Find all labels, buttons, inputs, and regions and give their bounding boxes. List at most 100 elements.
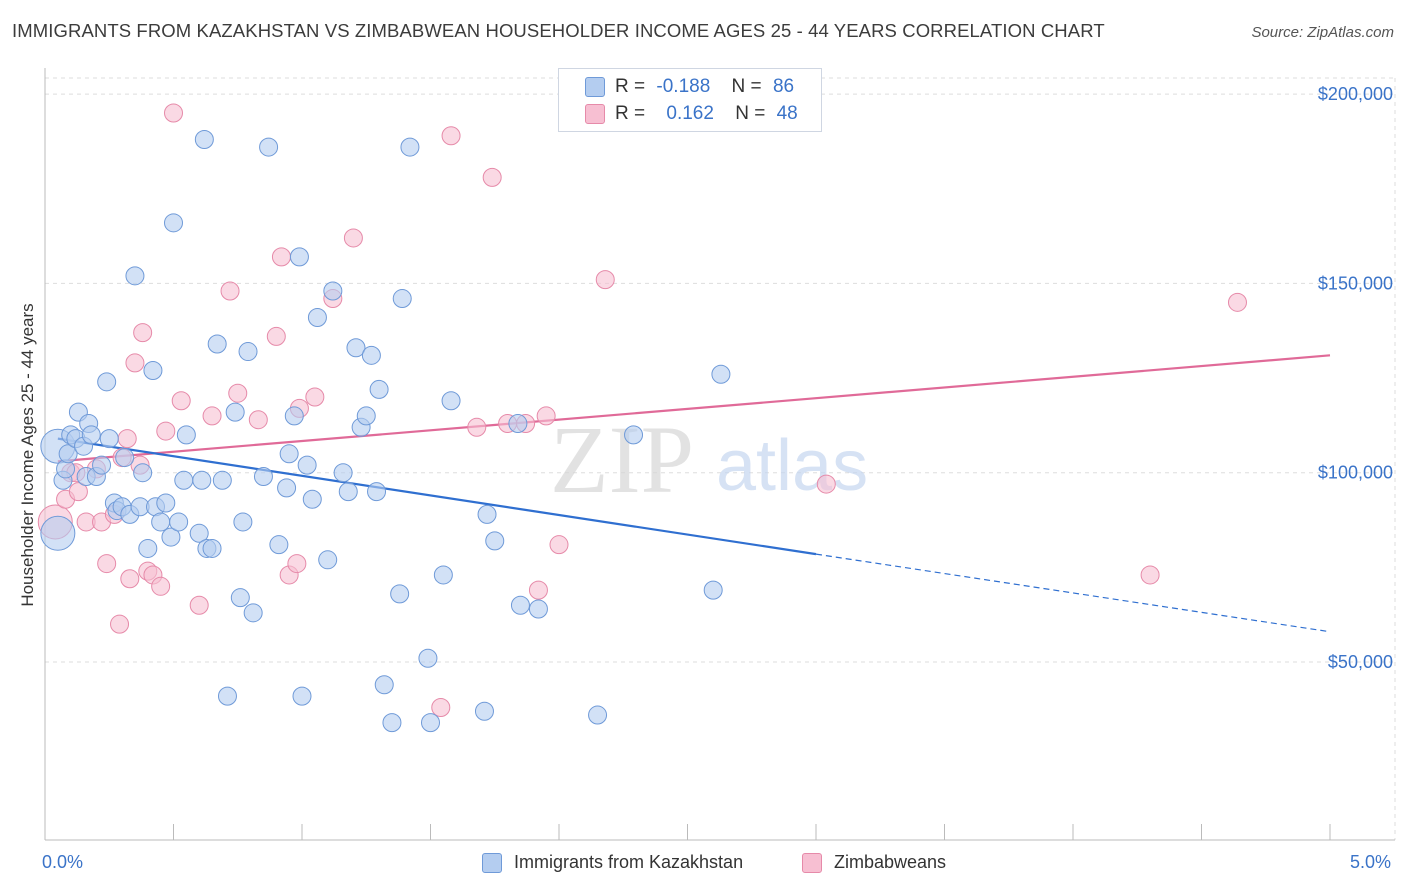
legend-item-zimbabwe[interactable]: Zimbabweans (802, 852, 946, 873)
point-kazakhstan (156, 493, 176, 513)
point-zimbabwe (266, 326, 286, 346)
chart-title: IMMIGRANTS FROM KAZAKHSTAN VS ZIMBABWEAN… (12, 20, 1105, 41)
y-tick-labels: $50,000 $100,000 $150,000 $200,000 (1318, 84, 1393, 672)
point-kazakhstan (81, 425, 101, 445)
correlation-legend: R = -0.188 N = 86 R = 0.162 N = 48 (558, 68, 822, 132)
legend-row-zimbabwe-text: R = 0.162 N = 48 (615, 103, 798, 125)
point-zimbabwe (482, 167, 502, 187)
point-kazakhstan (367, 482, 387, 502)
point-zimbabwe (343, 228, 363, 248)
point-kazakhstan (230, 588, 250, 608)
point-zimbabwe (1227, 292, 1247, 312)
point-kazakhstan (289, 247, 309, 267)
trend-line-kazakhstan-extrapolated (815, 553, 1331, 633)
point-zimbabwe (117, 429, 137, 449)
point-zimbabwe (68, 482, 88, 502)
y-tick-label: $100,000 (1318, 463, 1393, 483)
trend-line-zimbabwe (57, 354, 1331, 463)
point-kazakhstan (143, 360, 163, 380)
data-points (37, 103, 1247, 733)
legend-label-kazakhstan: Immigrants from Kazakhstan (514, 852, 744, 872)
n-label: N = (735, 103, 766, 124)
point-kazakhstan (297, 455, 317, 475)
point-zimbabwe (151, 576, 171, 596)
point-kazakhstan (125, 266, 145, 286)
point-kazakhstan (202, 538, 222, 558)
point-zimbabwe (202, 406, 222, 426)
kazakhstan-swatch (482, 852, 502, 873)
point-kazakhstan (115, 448, 135, 468)
point-kazakhstan (346, 338, 366, 358)
point-kazakhstan (279, 444, 299, 464)
point-kazakhstan (217, 686, 237, 706)
y-tick-label: $200,000 (1318, 84, 1393, 104)
point-zimbabwe (441, 126, 461, 146)
point-zimbabwe (220, 281, 240, 301)
watermark-atlas: atlas (716, 426, 868, 506)
point-kazakhstan (528, 599, 548, 619)
point-kazakhstan (192, 470, 212, 490)
legend-label-zimbabwe: Zimbabweans (834, 852, 947, 872)
point-kazakhstan (233, 512, 253, 532)
point-zimbabwe (549, 535, 569, 555)
point-zimbabwe (305, 387, 325, 407)
point-kazakhstan (302, 489, 322, 509)
point-zimbabwe (431, 697, 451, 717)
point-kazakhstan (207, 334, 227, 354)
point-kazakhstan (92, 455, 112, 475)
point-zimbabwe (189, 595, 209, 615)
point-zimbabwe (125, 353, 145, 373)
point-kazakhstan (253, 467, 273, 487)
point-zimbabwe (248, 410, 268, 430)
point-kazakhstan (588, 705, 608, 725)
point-zimbabwe (536, 406, 556, 426)
trend-lines (57, 354, 1331, 633)
point-zimbabwe (287, 554, 307, 574)
point-kazakhstan (277, 478, 297, 498)
point-kazakhstan (392, 289, 412, 309)
r-label: R = (615, 103, 646, 124)
point-kazakhstan (99, 429, 119, 449)
point-zimbabwe (1140, 565, 1160, 585)
point-zimbabwe (528, 580, 548, 600)
y-axis-label: Householder Income Ages 25 - 44 years (18, 303, 37, 607)
watermark: ZIP atlas (550, 406, 868, 513)
point-kazakhstan (418, 648, 438, 668)
point-kazakhstan (318, 550, 338, 570)
point-kazakhstan (374, 675, 394, 695)
legend-item-kazakhstan[interactable]: Immigrants from Kazakhstan (482, 852, 743, 873)
point-kazakhstan (477, 504, 497, 524)
point-kazakhstan (176, 425, 196, 445)
point-zimbabwe (120, 569, 140, 589)
point-kazakhstan (212, 470, 232, 490)
source-label: Source: ZipAtlas.com (1251, 24, 1394, 41)
x-tick-label-max: 5.0% (1350, 852, 1392, 872)
point-kazakhstan (390, 584, 410, 604)
point-kazakhstan (269, 535, 289, 555)
point-kazakhstan (711, 364, 731, 384)
point-kazakhstan (382, 713, 402, 733)
watermark-zip: ZIP (550, 406, 694, 513)
point-kazakhstan (474, 701, 494, 721)
point-kazakhstan (174, 470, 194, 490)
point-zimbabwe (595, 270, 615, 290)
point-kazakhstan (624, 425, 644, 445)
point-zimbabwe (171, 391, 191, 411)
point-kazakhstan (97, 372, 117, 392)
point-kazakhstan (164, 213, 183, 233)
r-value: 0.162 (666, 103, 714, 124)
point-kazakhstan (259, 137, 279, 157)
point-zimbabwe (164, 103, 183, 123)
point-kazakhstan (356, 406, 376, 426)
point-zimbabwe (156, 421, 176, 441)
point-zimbabwe (97, 554, 117, 574)
axes (44, 68, 1395, 841)
point-kazakhstan (138, 538, 158, 558)
point-kazakhstan (510, 595, 530, 615)
point-zimbabwe (110, 614, 130, 634)
point-kazakhstan (307, 307, 327, 327)
y-tick-label: $50,000 (1328, 652, 1393, 672)
n-label: N = (731, 76, 762, 97)
r-value: -0.188 (656, 76, 711, 97)
